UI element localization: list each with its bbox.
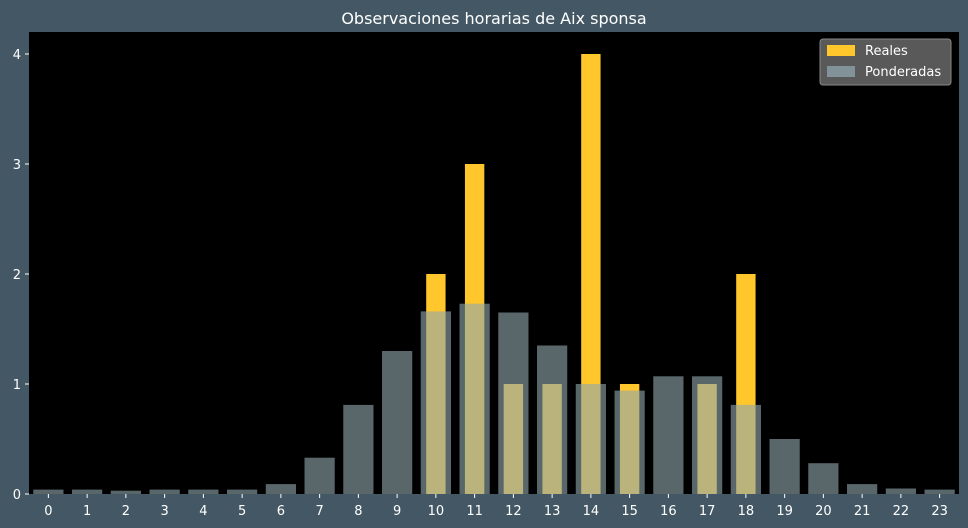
legend: Reales Ponderadas [819,38,952,86]
x-tick-label-0: 0 [44,504,52,519]
x-tick-label-10: 10 [428,504,445,519]
legend-swatch-reales [827,45,855,56]
bar-ponderadas-3 [149,489,180,494]
x-tick-label-18: 18 [738,504,755,519]
x-tick-label-5: 5 [238,504,246,519]
bar-ponderadas-9 [382,351,413,494]
x-tick-label-20: 20 [815,504,832,519]
y-tick-label-4: 4 [13,48,21,63]
x-tick-label-17: 17 [699,504,716,519]
x-tick-label-19: 19 [776,504,793,519]
x-tick-label-13: 13 [544,504,561,519]
bar-ponderadas-5 [227,489,258,494]
legend-swatch-ponderadas [827,66,855,77]
series-ponderadas [33,303,955,494]
bar-ponderadas-7 [304,457,335,494]
bar-ponderadas-4 [188,489,219,494]
chart-title: Observaciones horarias de Aix sponsa [341,9,646,28]
bar-ponderadas-15 [614,390,645,494]
x-tick-label-6: 6 [277,504,285,519]
y-tick-label-1: 1 [13,378,21,393]
bar-ponderadas-21 [847,484,878,494]
bar-ponderadas-11 [459,303,490,494]
x-axis: 0 1 2 3 4 5 6 7 8 9 10 11 12 13 14 15 16 17 18 19 20 21 22 23 [44,494,948,519]
legend-label-ponderadas: Ponderadas [865,65,941,80]
bar-ponderadas-22 [885,488,916,494]
y-tick-label-3: 3 [13,158,21,173]
legend-label-reales: Reales [865,44,908,59]
x-tick-label-16: 16 [660,504,677,519]
bar-ponderadas-17 [692,376,723,494]
x-tick-label-7: 7 [315,504,323,519]
bar-ponderadas-19 [769,439,800,494]
bar-ponderadas-12 [498,312,529,494]
bar-ponderadas-6 [265,484,296,494]
x-tick-label-2: 2 [122,504,130,519]
bar-ponderadas-16 [653,376,684,494]
y-axis: 0 1 2 3 4 [13,48,29,503]
x-tick-label-11: 11 [466,504,483,519]
x-tick-label-23: 23 [931,504,948,519]
bar-ponderadas-23 [924,489,955,494]
x-tick-label-14: 14 [583,504,600,519]
x-tick-label-15: 15 [621,504,638,519]
bar-ponderadas-20 [808,463,839,494]
plot-area [29,32,959,494]
bar-ponderadas-13 [537,345,568,494]
x-tick-label-1: 1 [83,504,91,519]
bar-ponderadas-1 [72,489,103,494]
x-tick-label-4: 4 [199,504,207,519]
y-tick-label-0: 0 [13,488,21,503]
bar-ponderadas-2 [110,490,141,494]
bar-ponderadas-8 [343,404,374,494]
x-tick-label-9: 9 [393,504,401,519]
bar-ponderadas-10 [420,311,451,494]
bar-ponderadas-0 [33,489,64,494]
x-tick-label-22: 22 [893,504,910,519]
bar-ponderadas-18 [730,404,761,494]
y-tick-label-2: 2 [13,268,21,283]
x-tick-label-12: 12 [505,504,522,519]
x-tick-label-3: 3 [160,504,168,519]
x-tick-label-8: 8 [354,504,362,519]
x-tick-label-21: 21 [854,504,871,519]
bar-ponderadas-14 [575,384,606,494]
